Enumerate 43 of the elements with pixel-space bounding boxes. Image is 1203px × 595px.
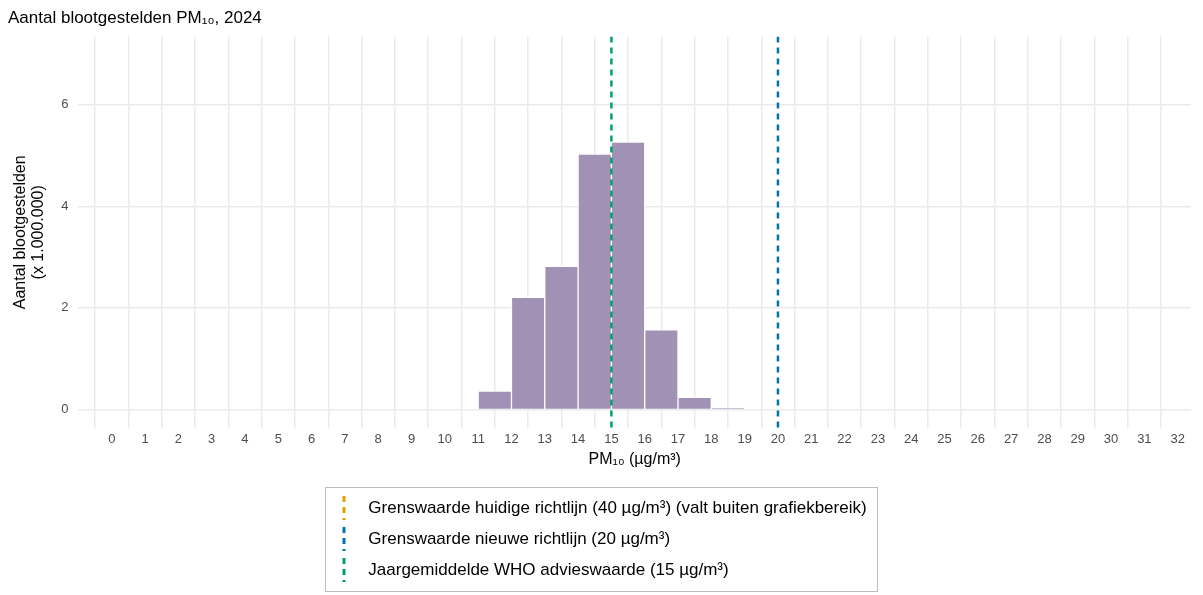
y-tick-label: 2 <box>61 299 69 315</box>
x-tick-label: 0 <box>108 430 116 446</box>
x-tick-label: 15 <box>604 430 619 446</box>
x-tick-label: 23 <box>870 430 886 446</box>
x-tick-label: 9 <box>407 430 416 446</box>
x-tick-label: 31 <box>1137 430 1152 446</box>
x-tick-label: 3 <box>208 430 216 446</box>
y-tick-label: 0 <box>61 401 69 416</box>
x-tick-label: 12 <box>504 430 519 446</box>
legend-label: Jaargemiddelde WHO advieswaarde (15 µg/m³) <box>368 559 729 580</box>
x-tick-label: 30 <box>1103 430 1119 446</box>
x-tick-label: 4 <box>241 430 249 446</box>
x-tick-label: 22 <box>837 430 852 446</box>
y-axis-title: Aantal blootgestelden (x 1.000.000) <box>11 155 46 310</box>
x-tick-label: 5 <box>274 430 282 446</box>
chart-title: Aantal blootgestelden PM₁₀, 2024 <box>8 7 262 27</box>
x-tick-label: 8 <box>374 430 382 446</box>
x-tick-label: 6 <box>307 430 316 446</box>
x-tick-label: 20 <box>770 430 786 446</box>
x-tick-label: 17 <box>670 430 686 446</box>
x-tick-label: 24 <box>903 430 919 446</box>
x-tick-label: 32 <box>1170 430 1185 446</box>
x-tick-label: 2 <box>174 430 182 446</box>
x-tick-label: 16 <box>637 430 652 446</box>
x-tick-label: 25 <box>937 430 952 446</box>
text: Grenswaarde huidige richtlijn (40 µg/m³) (valt buiten grafiekbereik) <box>368 497 867 517</box>
x-tick-label: 1 <box>141 430 149 446</box>
x-tick-label: 13 <box>537 430 553 446</box>
x-tick-label: 11 <box>471 430 485 446</box>
x-tick-label: 26 <box>970 430 986 446</box>
x-tick-label: 27 <box>1003 430 1019 446</box>
x-tick-label: 7 <box>341 430 349 446</box>
x-axis-title: PM₁₀ (µg/m³) <box>588 449 681 467</box>
x-tick-label: 14 <box>570 430 586 446</box>
x-tick-label: 29 <box>1070 430 1085 446</box>
legend-label: Grenswaarde nieuwe richtlijn (20 µg/m³) <box>368 528 671 549</box>
x-tick-label: 28 <box>1037 430 1052 446</box>
y-tick-label: 6 <box>61 96 69 112</box>
y-tick-label: 4 <box>61 197 69 213</box>
x-tick-label: 21 <box>804 430 819 446</box>
x-tick-label: 18 <box>704 430 719 446</box>
x-tick-label: 19 <box>737 430 752 446</box>
x-tick-label: 10 <box>437 430 453 446</box>
